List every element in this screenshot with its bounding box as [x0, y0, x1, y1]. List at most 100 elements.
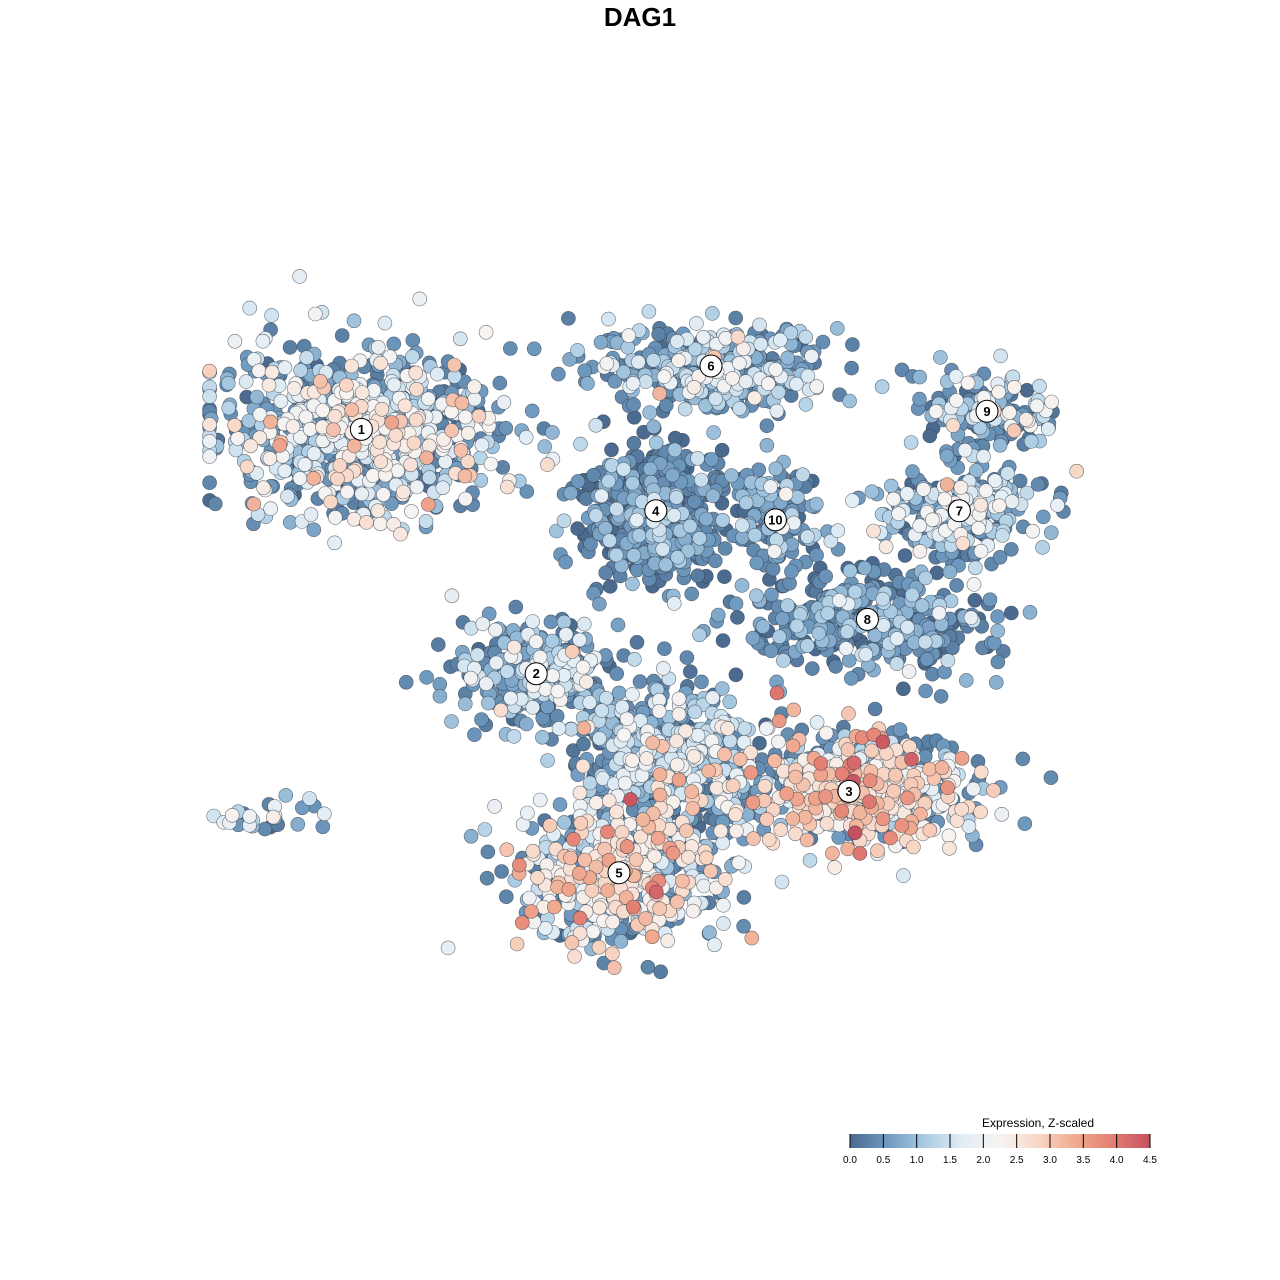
- data-point: [798, 329, 814, 345]
- legend-colorbar: [850, 1134, 1150, 1148]
- data-point: [771, 713, 787, 729]
- data-point: [973, 804, 988, 820]
- data-point: [474, 712, 489, 727]
- data-point: [458, 409, 473, 425]
- data-point: [990, 623, 1006, 639]
- data-point: [202, 434, 217, 449]
- data-point: [221, 375, 236, 391]
- data-point: [811, 626, 827, 641]
- data-point: [789, 376, 804, 392]
- data-point: [925, 666, 940, 682]
- data-point: [922, 822, 938, 838]
- data-point: [759, 418, 775, 434]
- data-point: [906, 839, 921, 855]
- data-point: [717, 569, 732, 585]
- data-point: [958, 673, 974, 688]
- data-point: [609, 501, 624, 517]
- data-point: [874, 379, 890, 395]
- data-point: [852, 846, 868, 861]
- data-point: [722, 694, 738, 710]
- data-point: [689, 316, 704, 331]
- data-point: [613, 934, 629, 949]
- data-point: [593, 334, 609, 350]
- data-point: [1006, 379, 1022, 395]
- data-point: [302, 791, 317, 806]
- data-point: [919, 651, 935, 667]
- data-point: [922, 428, 938, 444]
- data-point: [292, 269, 307, 284]
- data-point: [629, 512, 645, 528]
- data-point: [843, 671, 859, 686]
- data-point: [602, 533, 617, 548]
- data-point: [611, 685, 627, 701]
- data-point: [540, 457, 555, 472]
- data-point: [602, 579, 618, 594]
- data-point: [598, 690, 614, 706]
- data-point: [625, 753, 640, 768]
- data-point: [694, 674, 709, 690]
- color-legend: Expression, Z-scaled 0.0 0.5 1.0 1.5 2.0 2.5 3…: [843, 1116, 1157, 1166]
- data-point: [403, 457, 418, 473]
- data-point: [839, 624, 855, 640]
- data-point: [645, 735, 661, 751]
- data-point: [224, 807, 240, 823]
- data-point: [408, 365, 424, 381]
- data-point: [344, 402, 360, 418]
- data-point: [370, 503, 386, 519]
- data-point: [940, 653, 956, 668]
- data-point: [520, 805, 535, 821]
- data-point: [327, 510, 343, 525]
- data-point: [551, 721, 567, 736]
- data-point: [747, 390, 762, 406]
- data-point: [272, 438, 288, 453]
- data-point: [736, 918, 751, 934]
- data-point: [257, 821, 273, 837]
- data-point: [388, 427, 404, 443]
- legend-tick-label: 3.5: [1076, 1155, 1090, 1166]
- data-point: [488, 655, 504, 671]
- data-point: [669, 733, 684, 749]
- data-point: [708, 391, 723, 407]
- data-point: [671, 706, 687, 722]
- data-point: [715, 633, 731, 648]
- data-point: [264, 364, 280, 380]
- data-point: [408, 412, 424, 428]
- data-point: [372, 434, 388, 450]
- data-point: [580, 376, 595, 391]
- data-point: [732, 355, 747, 371]
- data-point: [728, 807, 743, 822]
- data-point: [573, 815, 589, 831]
- data-point: [264, 308, 279, 323]
- data-point: [1040, 421, 1056, 437]
- data-point: [684, 784, 699, 799]
- data-point: [725, 778, 741, 794]
- data-point: [891, 506, 906, 522]
- data-point: [918, 683, 933, 699]
- data-point: [903, 435, 919, 450]
- data-point: [598, 520, 613, 536]
- data-point: [398, 674, 414, 690]
- data-point: [692, 530, 707, 546]
- data-point: [844, 360, 859, 376]
- data-point: [419, 670, 434, 685]
- data-point: [734, 578, 750, 593]
- data-point: [458, 491, 473, 507]
- data-point: [471, 408, 487, 424]
- data-point: [830, 523, 846, 539]
- data-point: [632, 674, 648, 689]
- data-point: [953, 480, 969, 495]
- data-point: [1029, 398, 1045, 414]
- data-point: [521, 890, 537, 906]
- data-point: [693, 472, 709, 488]
- data-point: [621, 328, 637, 343]
- data-point: [625, 687, 640, 702]
- data-point: [480, 695, 496, 711]
- data-point: [698, 850, 714, 866]
- data-point: [277, 360, 293, 376]
- data-point: [463, 670, 479, 686]
- data-point: [886, 783, 902, 799]
- data-point: [713, 823, 729, 839]
- data-point: [506, 729, 522, 744]
- data-point: [409, 479, 425, 495]
- data-point: [768, 362, 784, 377]
